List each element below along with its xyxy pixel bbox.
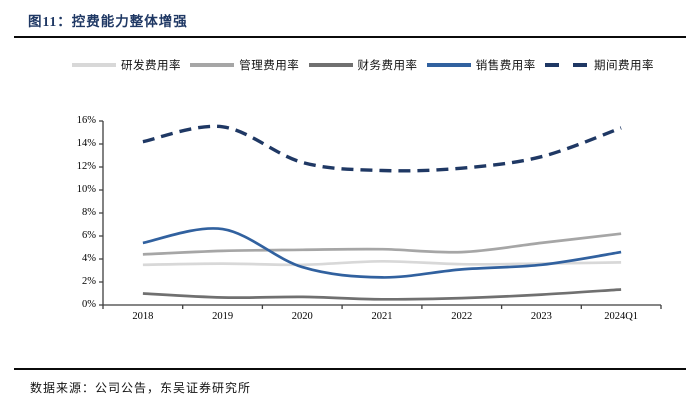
legend-label-rd-expense-ratio: 研发费用率 (121, 60, 181, 72)
y-axis-label: 8% (82, 207, 96, 218)
legend-label-selling-expense-ratio: 销售费用率 (475, 60, 536, 72)
x-axis-label: 2019 (212, 311, 234, 322)
y-axis-label: 4% (82, 253, 96, 264)
legend-item-rd-expense-ratio: 研发费用率 (72, 57, 181, 73)
legend-item-period-expense-ratio: 期间费用率 (545, 57, 654, 73)
legend-label-admin-expense-ratio: 管理费用率 (239, 60, 300, 72)
chart-legend: 研发费用率 管理费用率 财务费用率 销售费用率 期间费用率 (72, 57, 654, 73)
x-axis-label: 2024Q1 (604, 311, 639, 322)
x-axis-label: 2018 (132, 311, 154, 322)
data-source: 数据来源：公司公告，东吴证券研究所 (30, 381, 252, 395)
y-axis-label: 10% (76, 184, 96, 195)
legend-swatch-selling-expense-ratio (426, 63, 471, 67)
legend-swatch-period-expense-ratio (545, 63, 589, 67)
series-line-finance-expense-ratio (142, 288, 622, 301)
figure-title: 图11：控费能力整体增强 (28, 14, 188, 29)
x-axis-label: 2022 (451, 311, 473, 322)
axis-frame (99, 120, 662, 309)
legend-swatch-rd-expense-ratio (72, 63, 116, 67)
y-axis-label: 16% (76, 115, 96, 126)
legend-item-admin-expense-ratio: 管理费用率 (190, 57, 299, 73)
y-axis-label: 14% (76, 138, 96, 149)
legend-label-period-expense-ratio: 期间费用率 (594, 60, 654, 72)
legend-label-finance-expense-ratio: 财务费用率 (357, 60, 418, 72)
legend-item-selling-expense-ratio: 销售费用率 (426, 57, 536, 73)
series-line-selling-expense-ratio (142, 227, 622, 279)
y-axis-label: 6% (82, 230, 96, 241)
y-axis-label: 2% (82, 276, 96, 287)
y-axis-label: 12% (76, 161, 96, 172)
legend-swatch-admin-expense-ratio (190, 63, 235, 67)
top-rule (14, 36, 686, 39)
series-line-admin-expense-ratio (142, 232, 622, 256)
x-axis-label: 2020 (291, 311, 313, 322)
series-line-period-expense-ratio (142, 124, 622, 173)
x-axis-label: 2023 (530, 311, 552, 322)
legend-item-finance-expense-ratio: 财务费用率 (308, 57, 418, 73)
y-axis-label: 0% (82, 299, 96, 310)
legend-swatch-finance-expense-ratio (308, 63, 353, 67)
bottom-rule (14, 368, 686, 371)
x-axis-label: 2021 (371, 311, 393, 322)
